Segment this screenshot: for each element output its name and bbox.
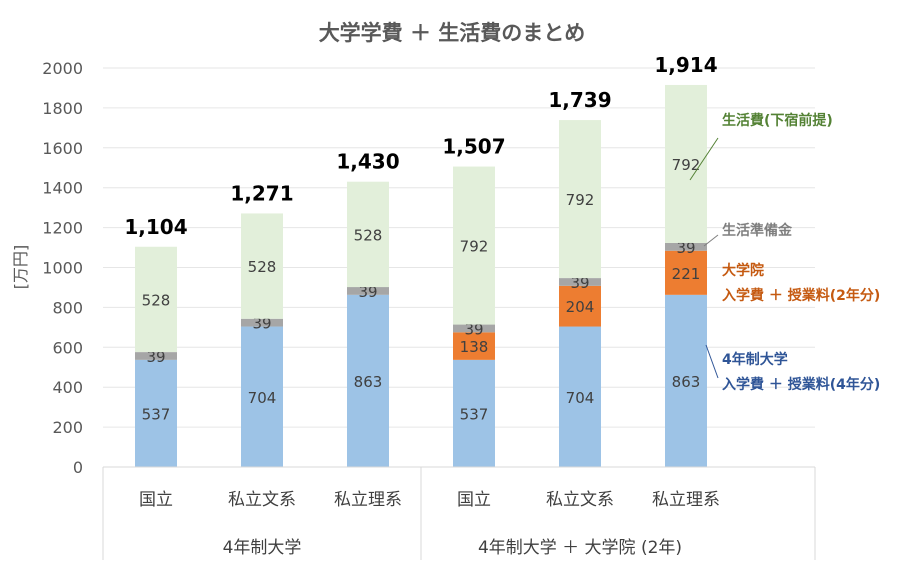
bar-segment-undergrad bbox=[241, 326, 283, 467]
bar-segment-prep bbox=[241, 318, 283, 327]
data-label-undergrad: 537 bbox=[460, 405, 489, 423]
annotation-prep: 生活準備金 bbox=[722, 222, 793, 239]
data-label-prep: 39 bbox=[358, 283, 377, 301]
bar-segment-undergrad bbox=[559, 326, 601, 467]
data-label-grad: 204 bbox=[566, 298, 595, 316]
category-label: 私立理系 bbox=[334, 490, 402, 510]
category-label: 私立文系 bbox=[546, 490, 614, 510]
y-axis-ticks: 0 200 400 600 800 1000 1200 1400 1600 1800 2000 bbox=[42, 59, 83, 477]
chart-title: 大学学費 ＋ 生活費のまとめ bbox=[319, 21, 586, 45]
data-label-undergrad: 863 bbox=[672, 373, 701, 391]
bars: 5373952870439528863395285371383979270420… bbox=[135, 84, 707, 467]
data-label-undergrad: 537 bbox=[142, 405, 171, 423]
group-label: 4年制大学 ＋ 大学院 (2年) bbox=[478, 538, 682, 558]
total-label: 1,430 bbox=[336, 150, 399, 174]
data-label-prep: 39 bbox=[252, 315, 271, 333]
y-tick-label: 1600 bbox=[42, 139, 83, 158]
total-label: 1,914 bbox=[654, 53, 717, 77]
annotation-grad: 大学院 bbox=[722, 262, 764, 279]
annotation-undergrad: 入学費 ＋ 授業料(4年分) bbox=[722, 376, 880, 393]
bar-segment-prep bbox=[135, 352, 177, 360]
y-tick-label: 1000 bbox=[42, 259, 83, 278]
bar-segment-undergrad bbox=[453, 359, 495, 467]
category-label: 私立文系 bbox=[228, 490, 296, 510]
data-label-grad: 138 bbox=[460, 338, 489, 356]
bar-segment-undergrad bbox=[347, 294, 389, 467]
annotation-leader-line bbox=[689, 137, 719, 181]
data-label-living: 528 bbox=[354, 226, 383, 244]
total-labels: 1,104 1,271 1,430 1,507 1,739 1,914 bbox=[124, 53, 717, 239]
y-axis-label: [万円] bbox=[11, 245, 30, 290]
data-label-undergrad: 704 bbox=[248, 389, 277, 407]
category-label: 私立理系 bbox=[652, 490, 720, 510]
bar-segment-undergrad bbox=[135, 359, 177, 467]
data-label-undergrad: 704 bbox=[566, 389, 595, 407]
bar-segment-undergrad bbox=[665, 294, 707, 467]
total-label: 1,104 bbox=[124, 215, 187, 239]
bar-segment-living bbox=[347, 181, 389, 288]
bar-segment-prep bbox=[453, 324, 495, 333]
group-label: 4年制大学 bbox=[223, 538, 302, 558]
data-label-living: 792 bbox=[672, 156, 701, 174]
x-axis: 国立 私立文系 私立理系 国立 私立文系 私立理系 4年制大学 4年制大学 ＋ 大学院 (2年… bbox=[102, 466, 816, 560]
bar-segment-grad bbox=[453, 332, 495, 360]
bar-segment-grad bbox=[559, 285, 601, 327]
data-label-grad: 221 bbox=[672, 265, 701, 283]
bar-segment-prep bbox=[559, 278, 601, 286]
y-tick-label: 1200 bbox=[42, 219, 83, 238]
data-label-prep: 39 bbox=[676, 239, 695, 257]
bar-segment-living bbox=[135, 246, 177, 353]
data-label-living: 528 bbox=[142, 291, 171, 309]
bar-segment-prep bbox=[347, 287, 389, 295]
data-label-prep: 39 bbox=[146, 348, 165, 366]
data-label-living: 792 bbox=[566, 191, 595, 209]
y-tick-label: 600 bbox=[52, 338, 83, 357]
bar-segment-living bbox=[453, 166, 495, 325]
bar-segment-living bbox=[559, 120, 601, 279]
category-label: 国立 bbox=[457, 490, 491, 510]
data-label-living: 528 bbox=[248, 258, 277, 276]
y-tick-label: 2000 bbox=[42, 59, 83, 78]
annotation-undergrad: 4年制大学 bbox=[722, 351, 788, 368]
y-tick-label: 1400 bbox=[42, 179, 83, 198]
y-tick-label: 800 bbox=[52, 298, 83, 317]
category-label: 国立 bbox=[139, 490, 173, 510]
y-tick-label: 200 bbox=[52, 418, 83, 437]
data-label-undergrad: 863 bbox=[354, 373, 383, 391]
bar-segment-grad bbox=[665, 250, 707, 295]
y-tick-label: 400 bbox=[52, 378, 83, 397]
data-label-prep: 39 bbox=[464, 320, 483, 338]
y-tick-label: 0 bbox=[73, 458, 83, 477]
annotation-leader-line bbox=[703, 234, 719, 247]
total-label: 1,271 bbox=[230, 181, 293, 205]
data-label-living: 792 bbox=[460, 238, 489, 256]
annotation-leader-line bbox=[705, 344, 719, 379]
annotation-grad: 入学費 ＋ 授業料(2年分) bbox=[722, 287, 880, 304]
data-label-prep: 39 bbox=[570, 274, 589, 292]
bar-segment-prep bbox=[665, 242, 707, 251]
y-tick-label: 1800 bbox=[42, 99, 83, 118]
bar-segment-living bbox=[241, 213, 283, 319]
bar-segment-living bbox=[665, 84, 707, 243]
total-label: 1,739 bbox=[548, 88, 611, 112]
total-label: 1,507 bbox=[442, 135, 505, 159]
annotation-living: 生活費(下宿前提) bbox=[722, 112, 833, 129]
